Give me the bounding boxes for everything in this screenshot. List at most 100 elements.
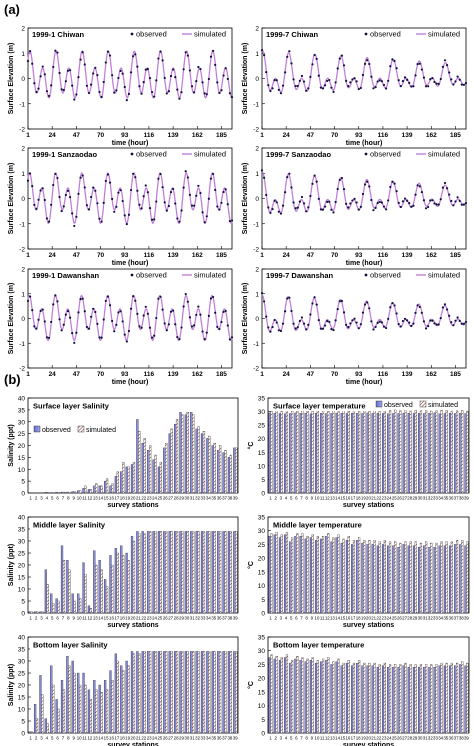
observed-bar: [376, 667, 379, 734]
simulated-bar: [89, 489, 93, 494]
observed-bar: [309, 537, 312, 614]
observed-point: [441, 306, 444, 309]
station-tick-label: 13: [330, 616, 335, 621]
simulated-bar: [159, 531, 163, 614]
observed-point: [397, 323, 400, 326]
station-tick-label: 29: [412, 616, 417, 621]
station-tick-label: 9: [311, 736, 314, 741]
observed-bar: [366, 412, 369, 494]
observed-point: [366, 59, 369, 62]
observed-bar: [217, 651, 220, 734]
observed-bar: [397, 547, 400, 614]
section-b-label: (b): [4, 372, 21, 387]
simulated-bar: [461, 540, 464, 614]
observed-point: [347, 85, 350, 88]
simulated-bar: [95, 564, 98, 614]
observed-bar: [433, 667, 436, 734]
y-tick-label: 35: [18, 407, 26, 414]
observed-point: [429, 319, 432, 322]
observed-point: [218, 327, 221, 331]
observed-point: [68, 316, 72, 319]
observed-bar: [448, 413, 452, 494]
observed-point: [89, 315, 93, 318]
observed-point: [178, 220, 181, 223]
observed-point: [380, 201, 383, 204]
station-tick-label: 22: [141, 616, 146, 621]
observed-bar: [273, 413, 276, 494]
observed-point: [64, 313, 67, 316]
observed-bar: [459, 544, 462, 614]
observed-point: [174, 323, 177, 326]
observed-point: [273, 79, 276, 82]
y-tick-label: 30: [18, 659, 26, 666]
station-tick-label: 21: [136, 496, 141, 501]
observed-point: [75, 331, 78, 334]
observed-point: [62, 205, 65, 208]
x-tick-label: 47: [73, 252, 81, 259]
observed-point: [363, 62, 367, 65]
simulated-bar: [316, 410, 319, 494]
observed-point: [378, 320, 381, 323]
simulated-bar: [68, 491, 71, 494]
observed-point: [448, 71, 451, 74]
y-tick-label: 20: [18, 443, 26, 450]
observed-point: [269, 89, 272, 93]
y-tick-label: 25: [18, 431, 26, 438]
observed-point: [366, 180, 369, 183]
simulated-bar: [440, 541, 443, 614]
observed-bar: [278, 537, 282, 614]
legend-observed-marker: [364, 152, 368, 156]
observed-point: [226, 203, 229, 206]
station-tick-label: 12: [325, 616, 330, 621]
simulated-bar: [311, 534, 314, 614]
observed-point: [121, 72, 124, 75]
observed-point: [58, 318, 61, 321]
x-tick-label: 116: [378, 252, 389, 259]
simulated-bar: [430, 542, 433, 614]
observed-point: [129, 71, 133, 74]
y-axis-label: Salinity (ppt): [8, 544, 15, 586]
observed-point: [309, 194, 312, 198]
observed-point: [288, 296, 291, 299]
station-tick-label: 11: [320, 616, 325, 621]
observed-bar: [464, 413, 467, 494]
observed-bar: [217, 531, 220, 614]
station-tick-label: 17: [351, 496, 356, 501]
observed-point: [92, 307, 95, 310]
observed-point: [117, 311, 120, 314]
simulated-bar: [342, 410, 345, 494]
station-tick-label: 15: [104, 616, 109, 621]
observed-point: [81, 174, 84, 177]
observed-point: [77, 311, 80, 314]
observed-point: [462, 322, 465, 325]
simulated-bar: [105, 478, 109, 494]
station-tick-label: 2: [35, 616, 38, 621]
observed-bar: [423, 545, 426, 614]
observed-point: [127, 329, 131, 333]
observed-point: [100, 95, 103, 99]
y-tick-label: 0: [21, 196, 25, 203]
observed-point: [31, 308, 34, 312]
panel-title: 1999-7 Sanzaodao: [266, 150, 331, 159]
station-tick-label: 26: [163, 736, 168, 741]
observed-point: [186, 300, 189, 303]
station-tick-label: 10: [315, 496, 320, 501]
station-tick-label: 37: [454, 736, 459, 741]
observed-point: [448, 314, 451, 317]
observed-bar: [381, 665, 385, 734]
observed-point: [408, 81, 411, 84]
station-tick-label: 24: [387, 496, 392, 501]
observed-bar: [402, 544, 405, 614]
observed-bar: [184, 651, 188, 734]
station-tick-label: 16: [109, 496, 114, 501]
observed-point: [284, 191, 287, 194]
observed-point: [92, 186, 95, 189]
observed-point: [380, 321, 383, 324]
observed-bar: [330, 541, 333, 614]
legend-observed-label: observed: [42, 427, 71, 434]
observed-bar: [211, 445, 214, 494]
observed-point: [153, 218, 156, 221]
station-tick-label: 2: [275, 736, 278, 741]
